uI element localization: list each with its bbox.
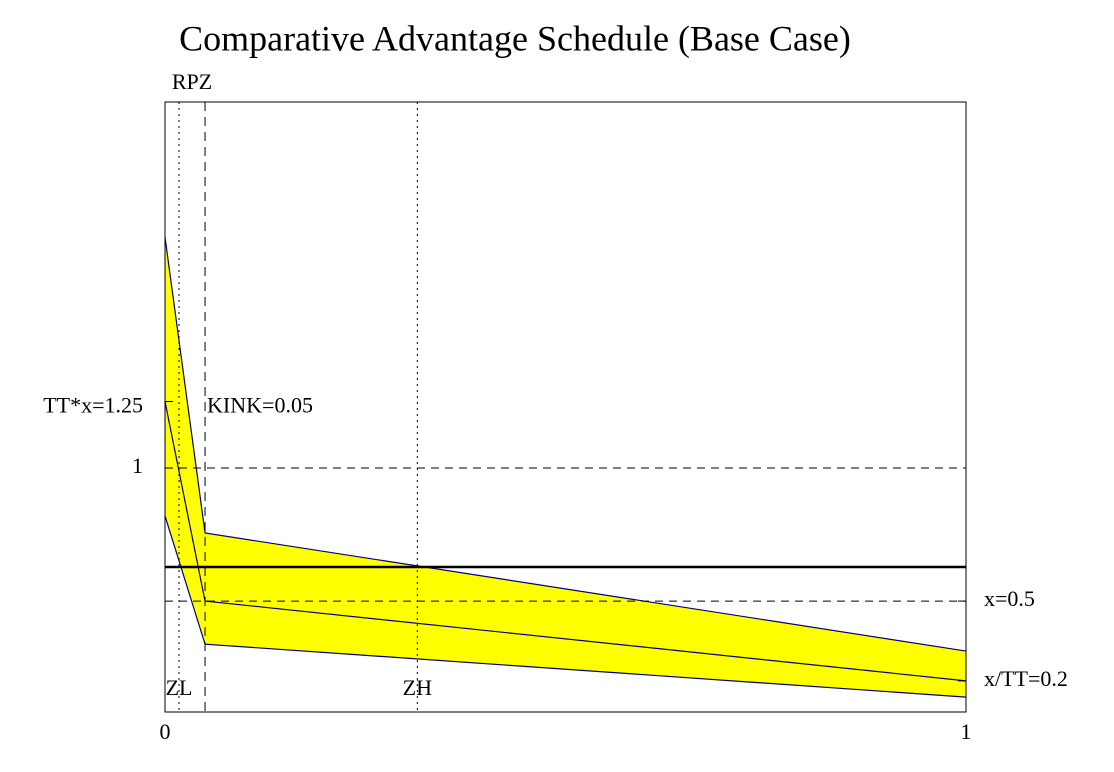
kink-label: KINK=0.05 bbox=[207, 393, 313, 418]
left-label: TT*x=1.25 bbox=[43, 393, 143, 418]
band-area bbox=[165, 237, 966, 698]
zone-label: ZL bbox=[166, 675, 193, 700]
plot-frame bbox=[164, 101, 967, 713]
zone-label: ZH bbox=[403, 675, 432, 700]
right-label: x/TT=0.2 bbox=[984, 666, 1068, 691]
x-tick-label: 1 bbox=[961, 719, 972, 744]
x-tick-label: 0 bbox=[160, 719, 171, 744]
right-label: x=0.5 bbox=[984, 586, 1035, 611]
y-tick-label: 1 bbox=[132, 453, 143, 478]
upper-line bbox=[164, 237, 967, 652]
top-label: RPZ bbox=[172, 69, 212, 94]
chart-title: Comparative Advantage Schedule (Base Cas… bbox=[179, 18, 851, 58]
